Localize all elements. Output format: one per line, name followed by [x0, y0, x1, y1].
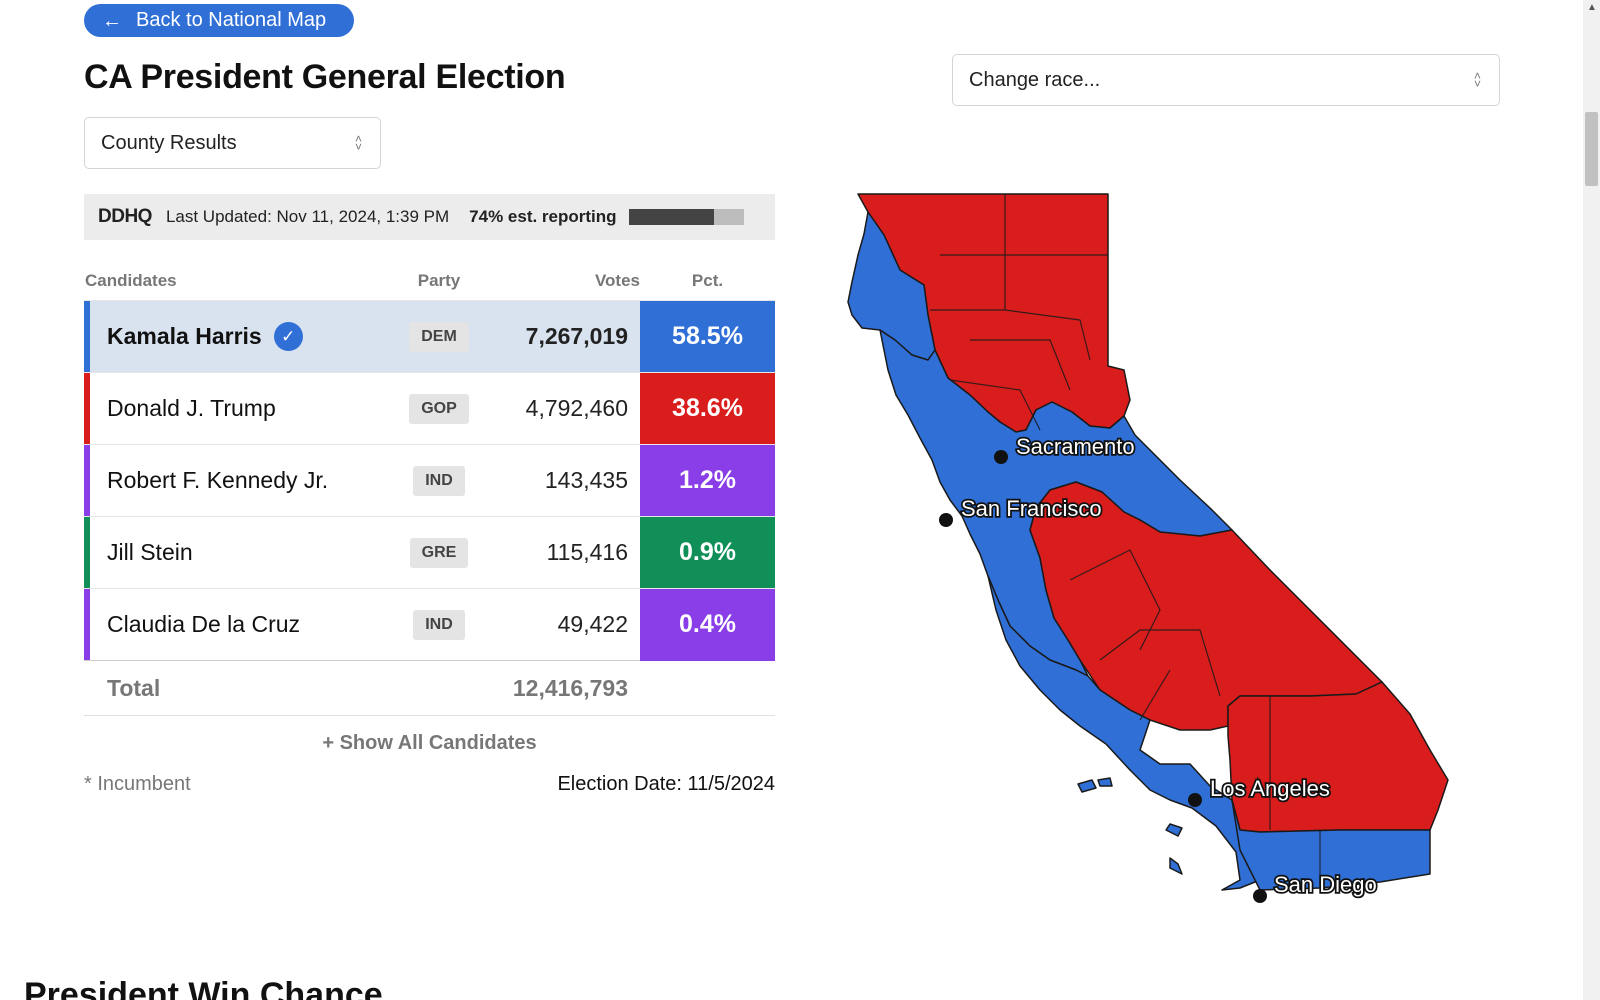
vote-count: 49,422	[557, 611, 628, 637]
city-label-sacramento: Sacramento	[1016, 434, 1135, 459]
party-color-stripe	[84, 589, 90, 660]
city-marker-sacramento	[994, 450, 1008, 464]
vote-percent: 0.4%	[640, 588, 775, 661]
results-view-select[interactable]: County Results ˄ ˅	[84, 117, 381, 169]
header-votes: Votes	[594, 271, 640, 290]
city-label-los-angeles: Los Angeles	[1210, 776, 1330, 801]
header-pct: Pct.	[691, 271, 724, 290]
scrollbar-thumb[interactable]	[1585, 112, 1598, 186]
table-row: Claudia De la Cruz IND 49,422 0.4%	[84, 588, 775, 661]
reporting-progress-bar	[628, 209, 744, 225]
party-badge: IND	[413, 465, 465, 496]
page-scrollbar[interactable]: ▲	[1583, 0, 1600, 1000]
total-row: Total 12,416,793	[84, 660, 775, 716]
vote-count: 7,267,019	[525, 323, 628, 349]
candidate-name-cell: Robert F. Kennedy Jr.	[84, 467, 384, 494]
county-region-southern-inland[interactable]	[1227, 681, 1449, 833]
candidate-name: Donald J. Trump	[107, 395, 276, 421]
city-marker-san-francisco	[939, 513, 953, 527]
city-marker-los-angeles	[1188, 793, 1202, 807]
candidate-name-cell: Claudia De la Cruz	[84, 611, 384, 638]
results-table: Candidates Party Votes Pct. Kamala Harri…	[84, 262, 775, 716]
last-updated: Last Updated: Nov 11, 2024, 1:39 PM	[165, 207, 450, 226]
select-chevrons-icon: ˄ ˅	[1473, 69, 1481, 91]
island	[1169, 857, 1183, 875]
candidate-name: Jill Stein	[107, 539, 193, 565]
back-to-national-map-button[interactable]: ← Back to National Map	[84, 4, 354, 37]
vote-count: 115,416	[546, 539, 628, 565]
incumbent-note: * Incumbent	[84, 773, 191, 795]
city-marker-san-diego	[1253, 889, 1267, 903]
status-bar: DDHQ Last Updated: Nov 11, 2024, 1:39 PM…	[84, 194, 775, 240]
table-row: Kamala Harris ✓ DEM 7,267,019 58.5%	[84, 300, 775, 373]
table-header: Candidates Party Votes Pct.	[84, 262, 775, 300]
candidate-name-cell: Donald J. Trump	[84, 395, 384, 422]
island	[1077, 779, 1097, 793]
select-chevrons-icon: ˄ ˅	[354, 132, 362, 154]
vote-percent: 38.6%	[640, 372, 775, 445]
back-button-label: Back to National Map	[136, 9, 327, 31]
reporting-progress-fill	[628, 209, 714, 225]
page-title: CA President General Election	[84, 58, 566, 96]
party-badge: IND	[413, 609, 465, 640]
california-county-map[interactable]: Sacramento San Francisco Los Angeles San…	[840, 190, 1480, 910]
vote-percent: 1.2%	[640, 444, 775, 517]
candidate-name: Robert F. Kennedy Jr.	[107, 467, 329, 493]
party-color-stripe	[84, 301, 90, 372]
party-color-stripe	[84, 445, 90, 516]
ddhq-logo: DDHQ	[98, 206, 152, 227]
winner-check-icon: ✓	[273, 322, 303, 351]
party-badge: DEM	[409, 321, 469, 352]
candidate-name-cell: Kamala Harris ✓	[84, 322, 384, 351]
party-color-stripe	[84, 517, 90, 588]
county-region-san-diego[interactable]	[1231, 799, 1431, 891]
change-race-select[interactable]: Change race... ˄ ˅	[952, 54, 1500, 106]
city-label-san-diego: San Diego	[1274, 872, 1377, 897]
party-color-stripe	[84, 373, 90, 444]
table-row: Jill Stein GRE 115,416 0.9%	[84, 516, 775, 589]
header-party: Party	[417, 271, 461, 290]
party-badge: GOP	[409, 393, 469, 424]
party-badge: GRE	[409, 537, 469, 568]
total-label: Total	[107, 674, 161, 701]
scroll-up-icon[interactable]: ▲	[1587, 2, 1597, 13]
vote-percent: 0.9%	[640, 516, 775, 589]
city-label-san-francisco: San Francisco	[961, 496, 1102, 521]
reporting-percent: 74% est. reporting	[469, 207, 617, 226]
island	[1097, 777, 1113, 787]
vote-count: 143,435	[544, 467, 628, 493]
arrow-left-icon: ←	[102, 9, 122, 32]
header-candidates: Candidates	[85, 271, 177, 290]
win-chance-section-title: President Win Chance	[24, 976, 383, 1000]
results-view-value: County Results	[101, 131, 237, 154]
vote-percent: 58.5%	[640, 300, 775, 373]
candidate-name-cell: Jill Stein	[84, 539, 384, 566]
vote-count: 4,792,460	[525, 395, 628, 421]
candidate-name: Kamala Harris	[107, 323, 262, 349]
candidate-name: Claudia De la Cruz	[107, 611, 301, 637]
table-row: Donald J. Trump GOP 4,792,460 38.6%	[84, 372, 775, 445]
total-votes: 12,416,793	[512, 674, 628, 701]
show-all-candidates-button[interactable]: + Show All Candidates	[322, 732, 537, 754]
election-date: Election Date: 11/5/2024	[557, 773, 775, 795]
change-race-value: Change race...	[969, 68, 1101, 91]
island	[1165, 823, 1183, 837]
table-row: Robert F. Kennedy Jr. IND 143,435 1.2%	[84, 444, 775, 517]
